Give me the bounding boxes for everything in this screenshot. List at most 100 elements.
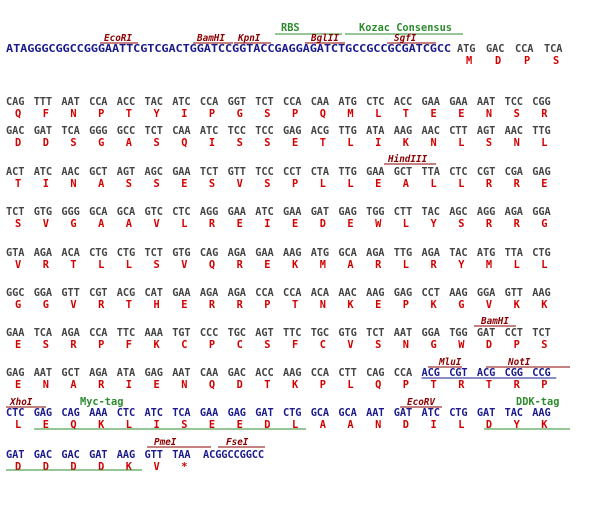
amino-acid: E: [15, 339, 21, 351]
amino-acid: R: [514, 379, 521, 391]
codon-row: ACT ATC AAC GCT AGT AGC GAA TCT GTT TCC CCT CTA TTG G…: [6, 166, 551, 190]
codon: GTT: [505, 287, 523, 299]
amino-acid: R: [486, 218, 493, 230]
amino-acid: K: [541, 299, 548, 311]
codon: TTG: [338, 166, 356, 178]
feature-label-ddk: DDK-tag: [516, 396, 559, 408]
codon: GAT: [394, 407, 412, 419]
amino-acid: A: [347, 419, 354, 431]
codon: CTT: [338, 367, 356, 379]
amino-acid: N: [43, 379, 49, 391]
site-label-ecorv: EcoRV: [407, 397, 436, 408]
amino-acid: L: [431, 178, 437, 190]
codon: ACT: [6, 166, 24, 178]
amino-acid: V: [70, 299, 76, 311]
codon: TCA: [172, 407, 191, 419]
amino-acid: C: [320, 339, 326, 351]
amino-acid: S: [264, 178, 270, 190]
codon: CAG: [6, 96, 24, 108]
amino-acid: L: [126, 419, 132, 431]
amino-acid: L: [458, 137, 464, 149]
codon: CGG: [505, 367, 523, 379]
amino-acid: K: [431, 299, 438, 311]
amino-acid: G: [70, 218, 76, 230]
amino-acid: C: [237, 339, 243, 351]
codon: CAG: [366, 367, 384, 379]
feature-label-rbs: RBS: [281, 22, 300, 34]
amino-acid: Y: [431, 218, 438, 230]
codon: ATG: [457, 43, 475, 55]
codon: GTC: [145, 206, 163, 218]
codon: AGA: [200, 287, 219, 299]
codon: CCA: [311, 367, 330, 379]
amino-acid: K: [98, 419, 105, 431]
codon-row: GTA AGA ACA CTG CTG TCT GTG CAG AGA GAA AAG ATG GCA A…: [6, 247, 551, 271]
amino-acid: K: [514, 299, 521, 311]
codon: CTC: [172, 206, 190, 218]
amino-acid: R: [431, 259, 438, 271]
codon: AAA: [89, 407, 108, 419]
amino-acid: V: [181, 259, 187, 271]
codon: GAG: [34, 407, 52, 419]
amino-acid: P: [403, 379, 409, 391]
amino-acid: A: [126, 218, 133, 230]
codon: GAC: [6, 125, 24, 137]
codon: TCC: [255, 166, 273, 178]
codon: TCC: [255, 125, 273, 137]
codon: GGG: [89, 125, 107, 137]
codon-rows: CAG TTT AAT CCA ACC TAC ATC CCA GGT TCT CCA CAA ATG C…: [6, 96, 557, 473]
amino-acid: M: [347, 108, 353, 120]
amino-acid: E: [181, 299, 187, 311]
amino-acid: P: [98, 339, 104, 351]
amino-acid: L: [403, 259, 409, 271]
codon: AGT: [477, 125, 495, 137]
codon: TAC: [505, 407, 523, 419]
codon: AGA: [228, 247, 247, 259]
amino-acid: P: [292, 108, 298, 120]
codon: TAC: [422, 206, 440, 218]
amino-acid: S: [126, 178, 132, 190]
codon: GAG: [145, 367, 163, 379]
amino-acid: N: [70, 178, 76, 190]
amino-acid: G: [43, 299, 49, 311]
amino-acid: K: [403, 137, 410, 149]
sequence-3prime: ACGGCCGGCC: [203, 449, 264, 461]
codon: GTT: [145, 449, 163, 461]
sequence-5prime: ATAGGGCGGCCGGGAATTCGTCGACTGGATCCGGTACCGA…: [6, 43, 451, 55]
amino-acid: P: [541, 379, 547, 391]
amino-acid: K: [154, 339, 161, 351]
amino-acid: D: [237, 379, 243, 391]
amino-acid: I: [375, 137, 381, 149]
codon: AAC: [338, 287, 356, 299]
codon: CGT: [89, 287, 107, 299]
amino-acid: D: [320, 218, 326, 230]
amino-acid: V: [15, 259, 21, 271]
codon: GAA: [422, 96, 441, 108]
codon: TCT: [145, 247, 163, 259]
amino-acid: K: [292, 379, 299, 391]
amino-acid: P: [292, 178, 298, 190]
amino-acid: L: [98, 259, 104, 271]
codon: CCA: [89, 327, 108, 339]
amino-acid: P: [209, 108, 215, 120]
amino-acid: D: [15, 461, 21, 473]
codon: CCT: [422, 287, 440, 299]
codon-row: TCT GTG GGG GCA GCA GTC CTC AGG GAA ATC GAA GAT GAG T…: [6, 206, 552, 230]
amino-acid: E: [292, 218, 298, 230]
codon: TCA: [544, 43, 563, 55]
amino-acid: A: [126, 137, 133, 149]
codon: GAC: [228, 367, 246, 379]
codon: TCT: [145, 125, 163, 137]
codon: AAC: [61, 166, 79, 178]
amino-acid: E: [237, 218, 243, 230]
amino-acid: I: [431, 419, 437, 431]
amino-acid: P: [209, 339, 215, 351]
amino-acid: L: [347, 379, 353, 391]
codon: CCA: [89, 96, 108, 108]
codon: GCA: [89, 206, 108, 218]
codon: AGT: [117, 166, 135, 178]
codon: TAC: [145, 96, 163, 108]
codon: GGC: [6, 287, 24, 299]
site-label-hindiii: HindIII: [387, 154, 428, 165]
amino-acid: N: [514, 137, 520, 149]
